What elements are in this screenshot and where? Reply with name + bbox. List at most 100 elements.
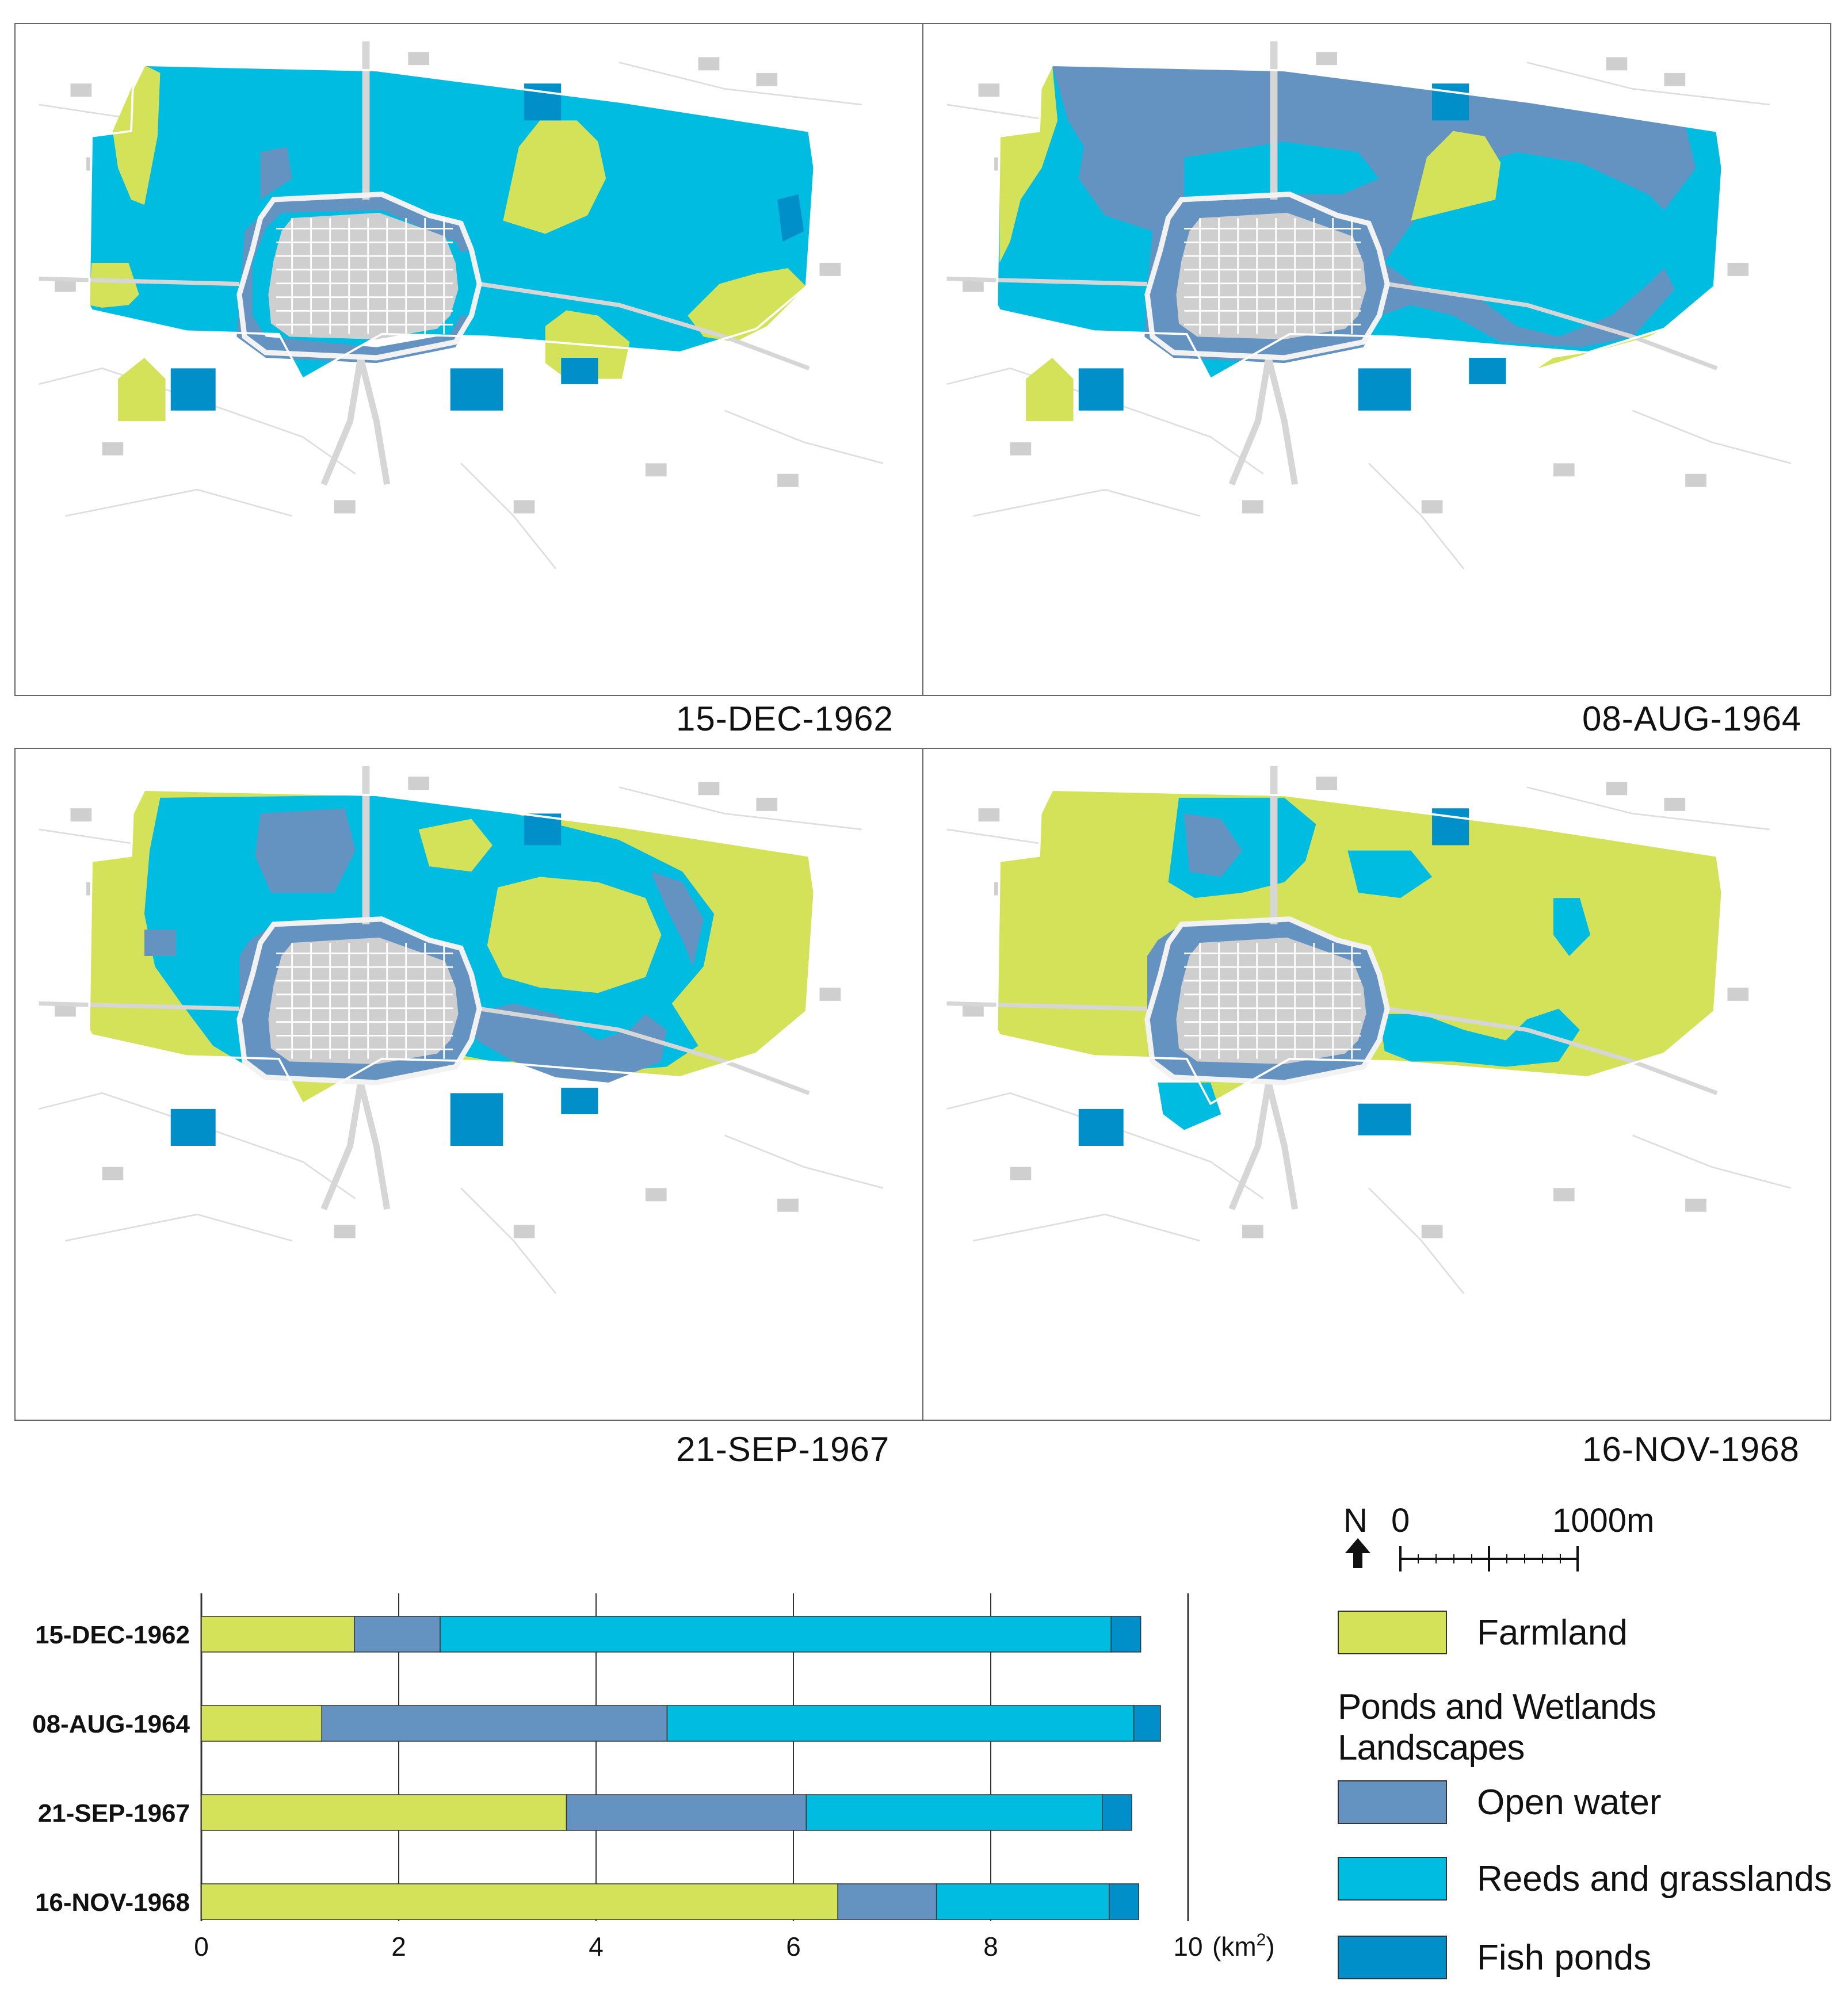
building-block — [819, 987, 841, 1001]
main-road-south — [320, 1081, 391, 1211]
map-1967 — [39, 766, 883, 1294]
building-block — [102, 1167, 124, 1180]
building-block — [756, 797, 778, 811]
building-block — [55, 1003, 76, 1017]
bar-segment — [666, 1705, 1135, 1742]
bar-segment — [440, 1616, 1112, 1653]
city-core — [1176, 212, 1366, 339]
landscape-patch — [170, 368, 216, 411]
landscape-patch — [487, 877, 662, 993]
main-road-east-west — [946, 276, 1718, 370]
building-block — [1664, 797, 1686, 811]
landscape-patch — [1184, 813, 1243, 877]
legend-open-water-label: Open water — [1477, 1782, 1662, 1822]
study-area-outline — [87, 64, 816, 381]
landscape-patch — [89, 262, 139, 308]
landscape-patch — [170, 1108, 216, 1146]
main-road-east-west — [39, 276, 810, 370]
building-block — [1010, 1167, 1032, 1180]
building-block — [1316, 52, 1338, 66]
landscape-patch — [471, 1003, 667, 1083]
landscape-patch — [450, 1093, 503, 1146]
landscape-patch — [688, 268, 807, 342]
background-road — [1368, 462, 1465, 569]
landscape-patch — [112, 65, 161, 205]
x-unit-label: (km2) — [1212, 1930, 1275, 1961]
background-road — [973, 488, 1201, 517]
map-1964 — [946, 41, 1791, 569]
building-block — [777, 1198, 799, 1212]
building-block — [819, 262, 841, 276]
city-core — [268, 212, 459, 339]
study-area-outline — [995, 64, 1724, 381]
city-wall — [236, 192, 482, 361]
bar-segment — [936, 1883, 1110, 1920]
north-arrow-icon — [1345, 1538, 1370, 1568]
main-road-south — [1228, 357, 1299, 486]
bar-segment — [1110, 1616, 1141, 1653]
legend-open-water: Open water — [1338, 1780, 1662, 1824]
swatch-open-water — [1338, 1780, 1447, 1824]
building-block — [513, 1225, 535, 1238]
building-block — [1664, 72, 1686, 86]
north-label: N — [1343, 1502, 1368, 1539]
building-block — [1727, 262, 1749, 276]
background-road — [1526, 62, 1770, 106]
landscape-patch — [144, 930, 176, 956]
bar-segment — [1133, 1705, 1161, 1742]
building-block — [334, 1225, 356, 1238]
study-area-outline — [87, 789, 816, 1106]
landscape-patch — [1553, 898, 1591, 956]
background-road — [65, 1213, 293, 1242]
bar-segment — [1109, 1883, 1140, 1920]
map-panel-1968 — [922, 748, 1831, 1421]
landscape-patch — [1078, 1108, 1124, 1146]
bar-segment — [321, 1705, 668, 1742]
building-block — [1553, 1188, 1575, 1202]
building-block — [756, 72, 778, 86]
background-road — [460, 1187, 557, 1294]
y-category-label: 21-SEP-1967 — [38, 1799, 190, 1827]
landscape-patch — [999, 65, 1058, 263]
swatch-fish-ponds — [1338, 1936, 1447, 1979]
main-road-south — [1228, 1081, 1299, 1211]
x-tick-label: 8 — [983, 1932, 998, 1961]
date-label-1964: 08-AUG-1964 — [1582, 699, 1802, 738]
building-block — [1606, 57, 1628, 71]
building-block — [1421, 1225, 1443, 1238]
building-block — [963, 1003, 984, 1017]
bar-segment — [1102, 1794, 1132, 1831]
landscape-patch — [1358, 368, 1411, 411]
x-tick-label: 2 — [391, 1932, 406, 1961]
x-tick-label: 4 — [589, 1932, 604, 1961]
landscape-patch — [1474, 189, 1559, 242]
swatch-farmland — [1338, 1611, 1447, 1654]
y-category-label: 08-AUG-1964 — [32, 1710, 190, 1738]
study-area-outline — [995, 789, 1724, 1106]
city-wall — [1144, 192, 1390, 361]
legend-farmland: Farmland — [1338, 1611, 1628, 1654]
scale-bar — [1399, 1546, 1579, 1571]
background-road — [1632, 410, 1791, 464]
building-block — [1553, 463, 1575, 477]
x-tick-label: 0 — [194, 1932, 209, 1961]
building-block — [1606, 782, 1628, 796]
landscape-patch — [418, 819, 493, 872]
background-road — [1632, 1134, 1791, 1189]
landscape-patch — [118, 358, 166, 422]
building-block — [55, 278, 76, 292]
background-road — [973, 1213, 1201, 1242]
main-road-east-west — [39, 1001, 810, 1095]
bar-segment — [201, 1883, 838, 1920]
city-wall — [1144, 916, 1390, 1085]
landscape-patch — [1158, 1083, 1221, 1130]
bar-segment — [201, 1616, 355, 1653]
bar-segment — [566, 1794, 807, 1831]
legend-heading: Ponds and Wetlands Landscapes — [1338, 1687, 1656, 1768]
map-panel-1962 — [14, 23, 923, 696]
building-block — [408, 52, 430, 66]
landscape-patch — [1358, 1103, 1411, 1135]
building-block — [1316, 777, 1338, 790]
y-category-label: 16-NOV-1968 — [35, 1888, 190, 1917]
x-tick-label: 6 — [786, 1932, 801, 1961]
